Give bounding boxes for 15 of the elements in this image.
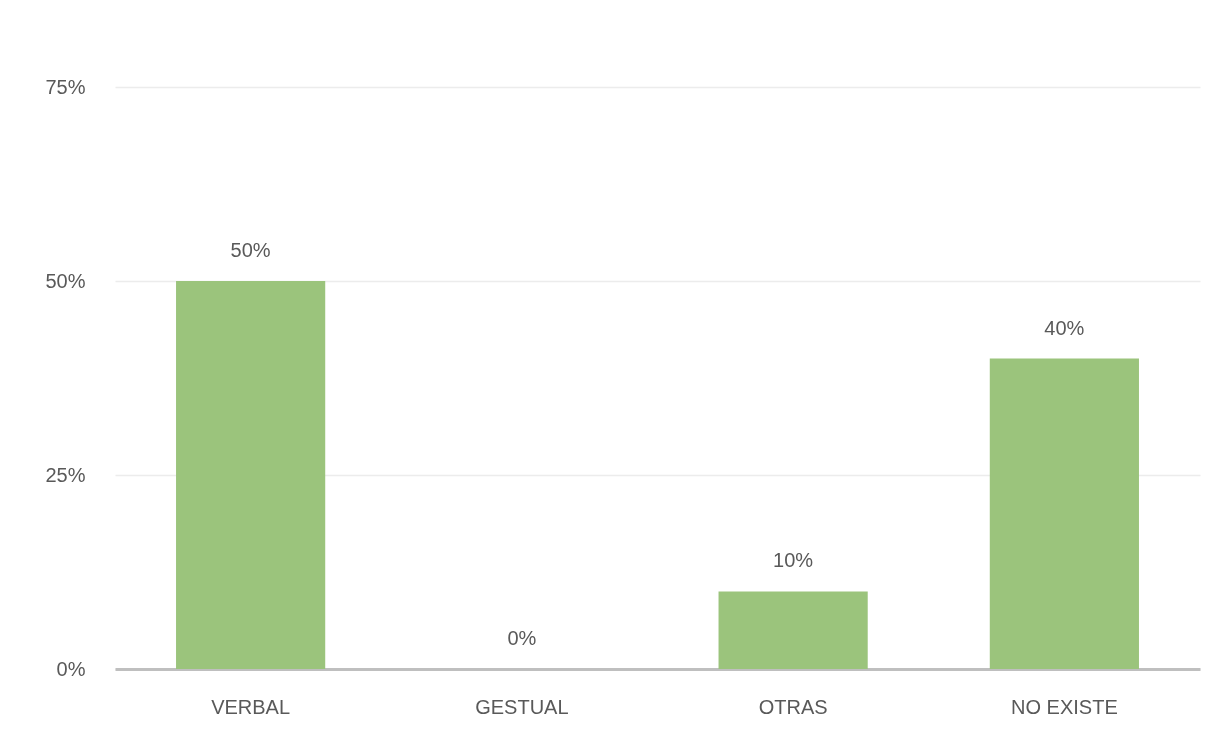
y-tick-label: 25% — [45, 463, 86, 486]
y-tick-label: 75% — [45, 75, 86, 98]
x-tick-label: VERBAL — [211, 695, 291, 718]
bar — [176, 281, 326, 669]
x-tick-label: NO EXISTE — [1011, 695, 1118, 718]
bar — [718, 591, 868, 669]
y-tick-label: 0% — [56, 657, 86, 680]
data-label: 10% — [773, 549, 814, 572]
x-tick-label: GESTUAL — [475, 695, 569, 718]
data-label: 0% — [507, 627, 537, 649]
y-tick-label: 50% — [45, 269, 86, 292]
data-label: 50% — [230, 239, 271, 261]
x-tick-label: OTRAS — [758, 695, 828, 718]
data-label: 40% — [1044, 316, 1085, 339]
bar — [989, 358, 1139, 669]
